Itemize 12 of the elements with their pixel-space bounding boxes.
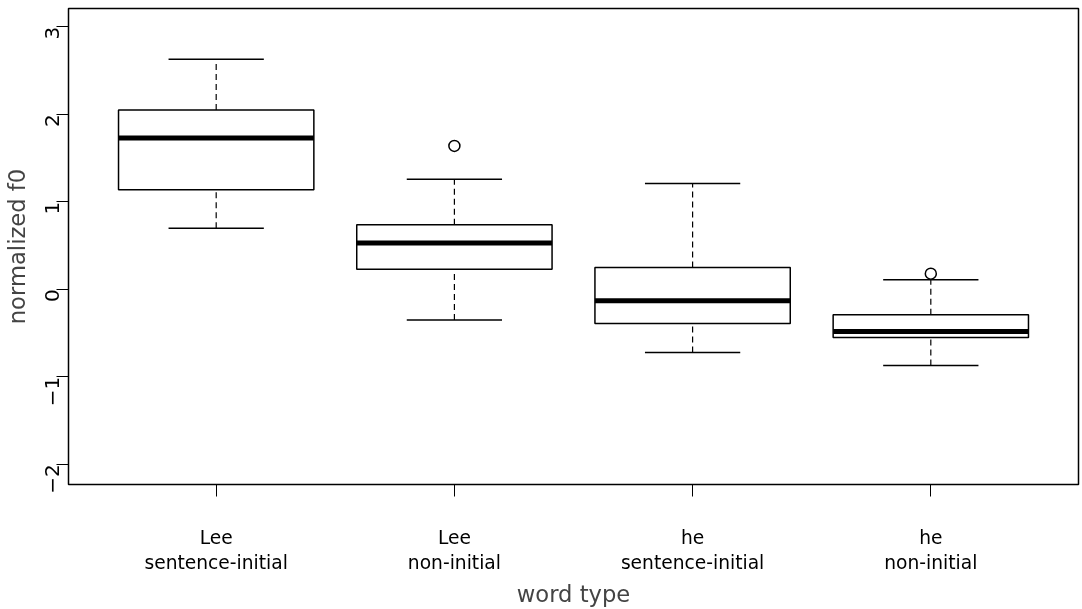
x-tick-label: he non-initial [884,526,978,573]
x-axis-title: word type [516,580,631,607]
y-tick-label: −2 [39,464,64,494]
x-tick-label: Lee sentence-initial [144,526,288,573]
x-tick-label: he sentence-initial [620,526,765,573]
y-tick-label: −1 [39,376,64,407]
y-axis-title: normalized f0 [3,168,30,325]
y-tick-label: 1 [39,201,64,215]
y-tick-label: 0 [39,289,64,303]
y-tick-label: 2 [39,114,64,128]
x-tick-label: Lee non-initial [407,526,501,573]
y-tick-label: 3 [39,26,64,40]
